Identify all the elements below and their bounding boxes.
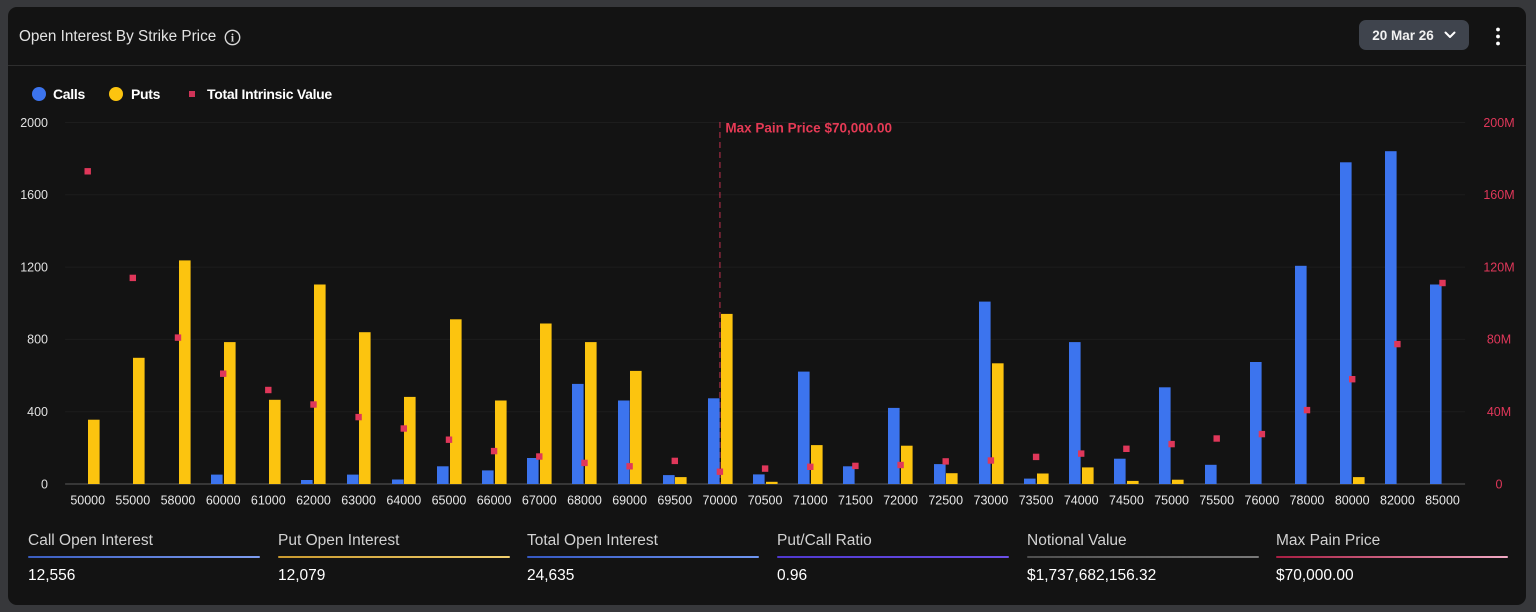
svg-text:0: 0	[41, 477, 48, 491]
svg-text:60000: 60000	[206, 494, 241, 508]
svg-text:1200: 1200	[20, 260, 48, 274]
svg-text:50000: 50000	[70, 494, 105, 508]
svg-text:74000: 74000	[1064, 494, 1099, 508]
svg-text:72000: 72000	[883, 494, 918, 508]
svg-text:0: 0	[1496, 477, 1503, 491]
svg-text:200M: 200M	[1483, 116, 1514, 130]
svg-text:68000: 68000	[567, 494, 602, 508]
svg-text:70000: 70000	[703, 494, 738, 508]
svg-text:69500: 69500	[657, 494, 692, 508]
svg-text:Max Pain Price $70,000.00: Max Pain Price $70,000.00	[725, 121, 892, 136]
svg-text:74500: 74500	[1109, 494, 1144, 508]
svg-text:40M: 40M	[1487, 405, 1511, 419]
svg-text:i: i	[231, 33, 235, 45]
svg-text:1600: 1600	[20, 188, 48, 202]
svg-text:73500: 73500	[1019, 494, 1054, 508]
svg-text:71000: 71000	[793, 494, 828, 508]
svg-text:72500: 72500	[928, 494, 963, 508]
svg-text:64000: 64000	[386, 494, 421, 508]
svg-text:78000: 78000	[1290, 494, 1325, 508]
svg-text:55000: 55000	[115, 494, 150, 508]
svg-text:61000: 61000	[251, 494, 286, 508]
svg-text:69000: 69000	[612, 494, 647, 508]
svg-text:80M: 80M	[1487, 333, 1511, 347]
svg-text:85000: 85000	[1425, 494, 1460, 508]
svg-text:62000: 62000	[296, 494, 331, 508]
svg-text:120M: 120M	[1483, 260, 1514, 274]
svg-text:80000: 80000	[1335, 494, 1370, 508]
svg-text:66000: 66000	[477, 494, 512, 508]
svg-text:160M: 160M	[1483, 188, 1514, 202]
svg-text:65000: 65000	[432, 494, 467, 508]
svg-text:70500: 70500	[748, 494, 783, 508]
svg-text:76000: 76000	[1245, 494, 1280, 508]
svg-text:2000: 2000	[20, 116, 48, 130]
svg-text:75000: 75000	[1154, 494, 1189, 508]
svg-text:63000: 63000	[341, 494, 376, 508]
svg-text:82000: 82000	[1380, 494, 1415, 508]
svg-text:71500: 71500	[838, 494, 873, 508]
svg-text:800: 800	[27, 333, 48, 347]
svg-text:73000: 73000	[974, 494, 1009, 508]
svg-text:400: 400	[27, 405, 48, 419]
svg-text:75500: 75500	[1199, 494, 1234, 508]
svg-text:58000: 58000	[161, 494, 196, 508]
svg-text:67000: 67000	[522, 494, 557, 508]
